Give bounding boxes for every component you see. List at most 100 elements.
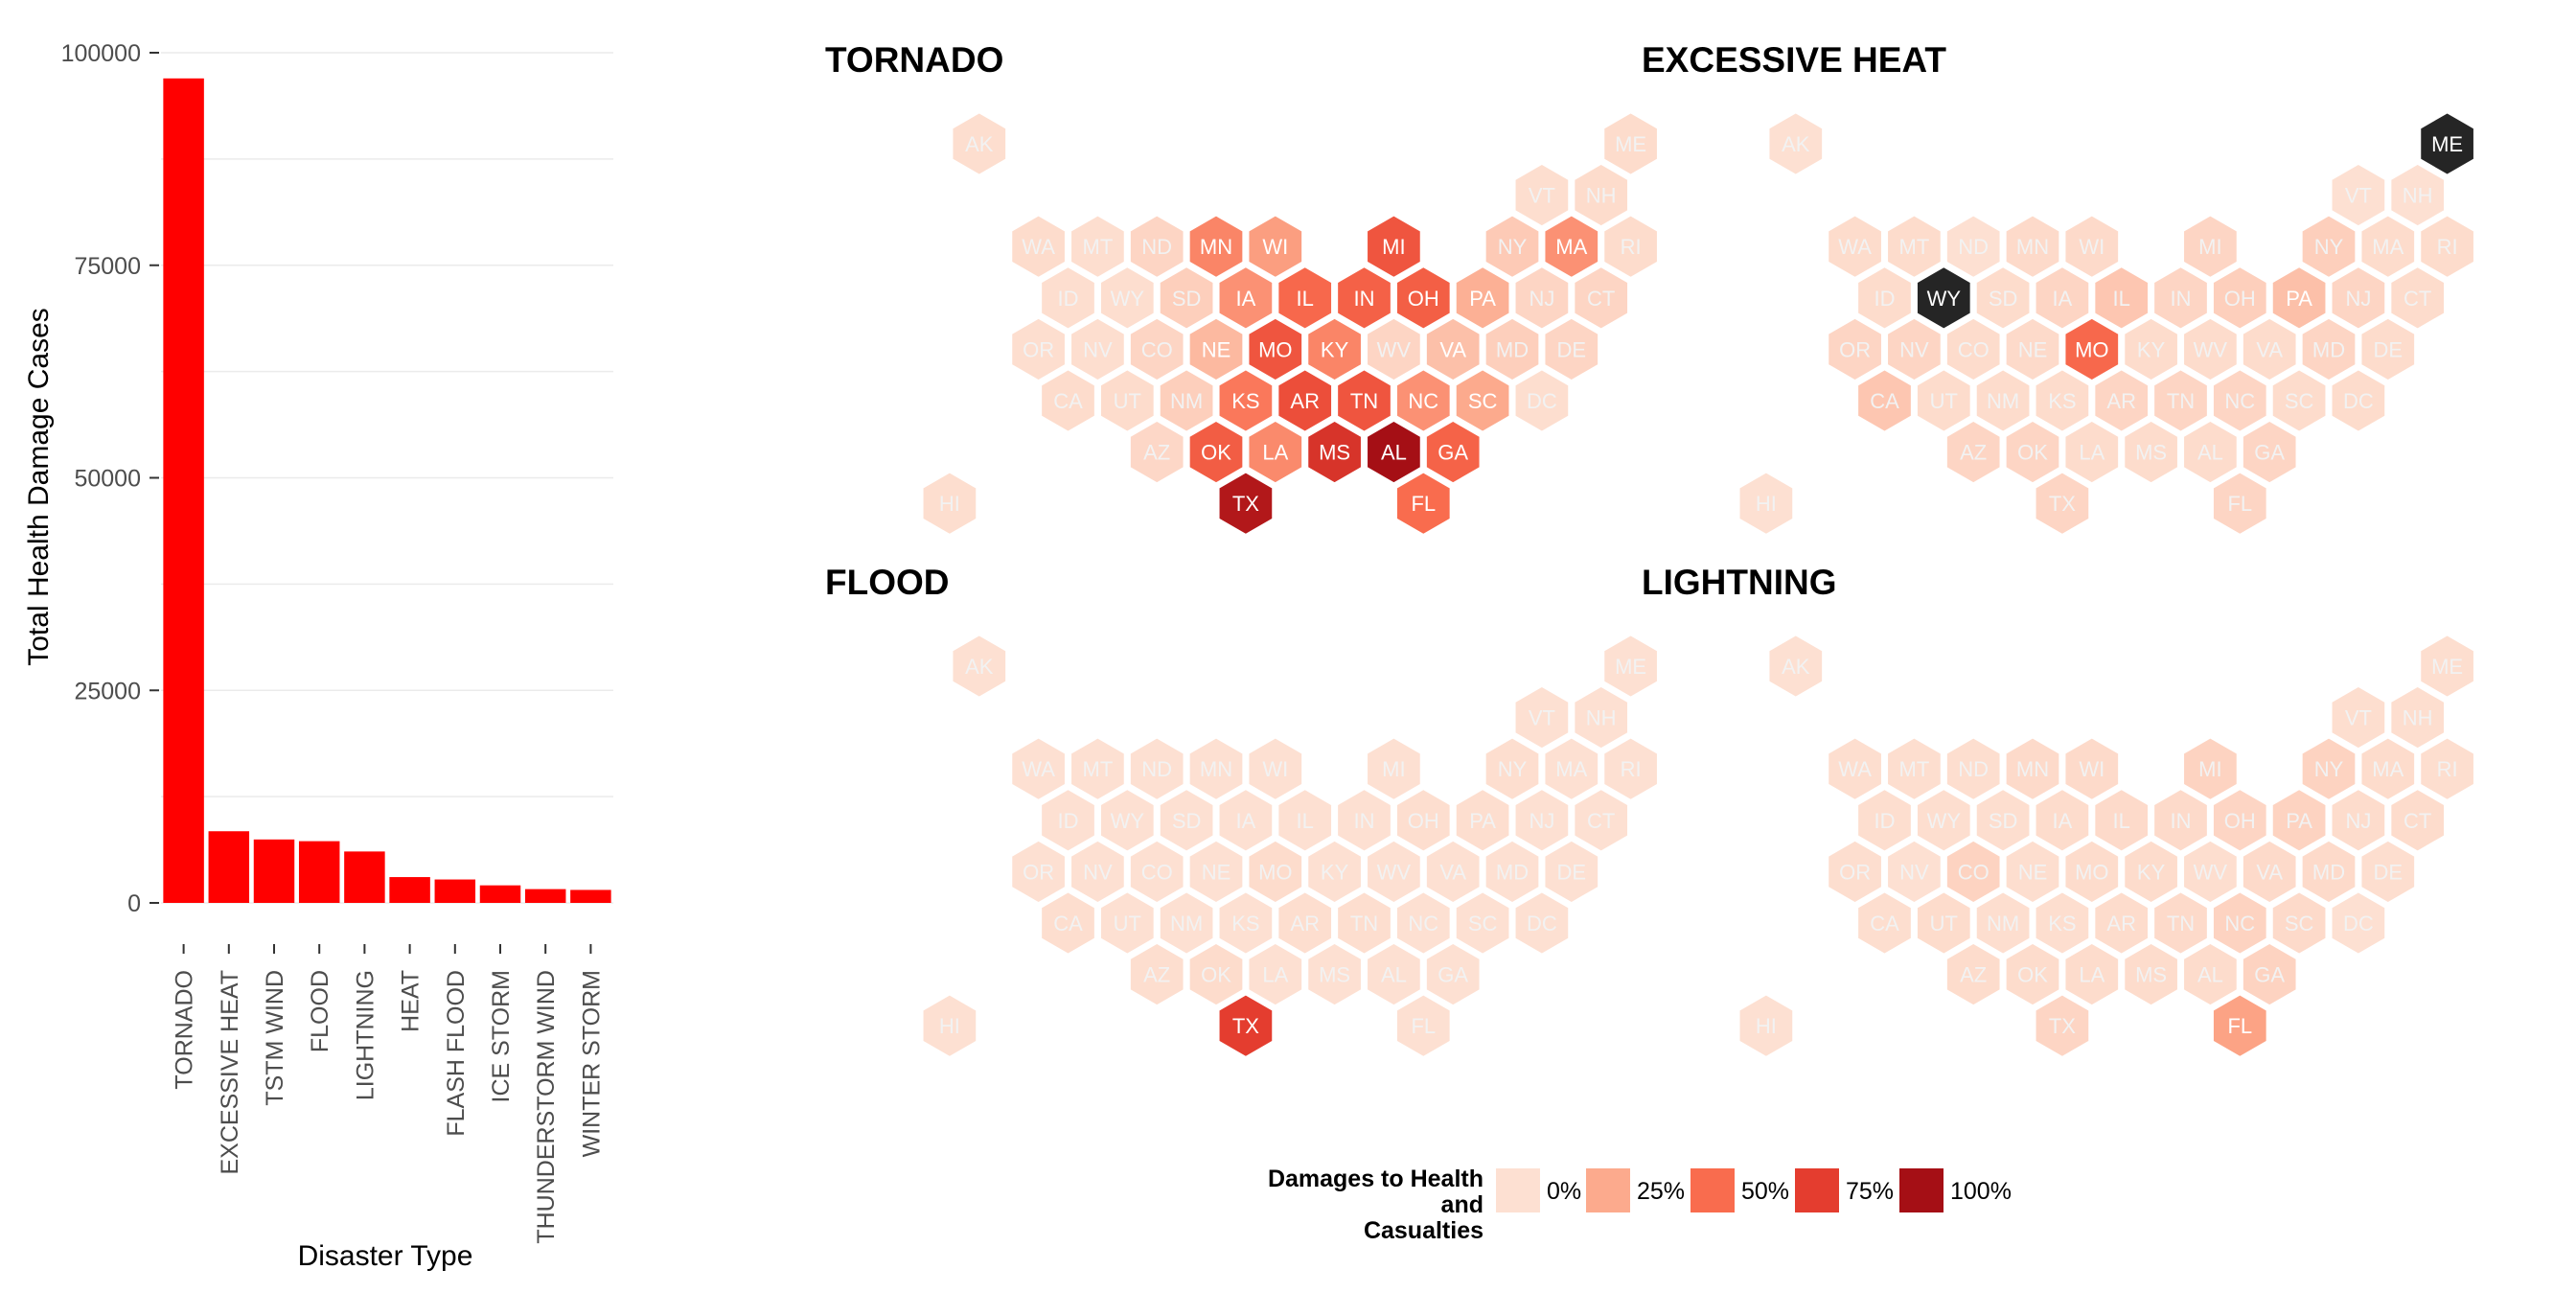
hex-shape <box>1305 941 1364 1008</box>
bar <box>298 841 340 903</box>
hex-label: HI <box>1756 1014 1777 1038</box>
hex-label: VT <box>1529 184 1555 208</box>
hex-shape <box>1128 419 1186 486</box>
hex-shape <box>1365 941 1423 1008</box>
hex-label: NH <box>1586 184 1617 208</box>
hex-label: NH <box>2403 184 2433 208</box>
hex-label: NY <box>2314 757 2344 781</box>
hex-ar: AR <box>1276 367 1334 434</box>
hex-label: NY <box>1498 235 1528 259</box>
hex-label: NM <box>1170 389 1203 413</box>
hex-nc: NC <box>1394 367 1453 434</box>
hex-ne: NE <box>1187 838 1245 905</box>
x-tick-label: THUNDERSTORM WIND <box>533 970 560 1244</box>
hex-label: NH <box>1586 706 1617 730</box>
hex-ma: MA <box>2358 735 2417 802</box>
hex-ct: CT <box>1572 265 1630 332</box>
hex-shape <box>2181 838 2240 905</box>
hex-shape <box>2388 162 2447 229</box>
hex-hi: HI <box>921 992 978 1059</box>
hex-label: AL <box>2197 441 2223 465</box>
hex-id: ID <box>1855 787 1914 854</box>
hex-label: AR <box>2106 912 2136 935</box>
hex-wy: WY <box>1098 265 1157 332</box>
hex-label: ID <box>1874 809 1896 833</box>
hex-pa: PA <box>1454 265 1511 332</box>
hex-fl: FL <box>2211 992 2269 1059</box>
hex-shape <box>1187 213 1245 280</box>
hex-shape <box>2034 787 2091 854</box>
hex-label: NM <box>1170 912 1203 935</box>
hex-label: IN <box>2171 287 2192 311</box>
hex-nd: ND <box>1128 735 1186 802</box>
hex-shape <box>1572 265 1630 332</box>
hex-shape <box>1276 367 1334 434</box>
hex-label: SD <box>1172 809 1202 833</box>
hex-shape <box>2062 735 2121 802</box>
hex-mo: MO <box>1246 315 1304 382</box>
hex-ma: MA <box>1542 735 1600 802</box>
hex-label: ND <box>1141 235 1172 259</box>
hex-wi: WI <box>1246 735 1304 802</box>
hex-label: IA <box>1236 287 1256 311</box>
hex-shape <box>1944 735 2003 802</box>
hex-co: CO <box>1128 838 1186 905</box>
hex-sd: SD <box>1158 265 1215 332</box>
hex-tn: TN <box>1335 367 1393 434</box>
hex-shape <box>2211 787 2269 854</box>
hex-me: ME <box>2418 110 2476 177</box>
y-tick-label: 75000 <box>74 253 141 280</box>
hex-label: CO <box>1958 860 1990 884</box>
hex-shape <box>1217 787 1275 854</box>
hex-shape <box>1335 787 1393 854</box>
hex-label: AZ <box>1143 963 1170 987</box>
hex-ms: MS <box>1305 941 1364 1008</box>
hex-ga: GA <box>2241 419 2299 486</box>
hex-ny: NY <box>1484 735 1541 802</box>
hex-label: MI <box>1382 757 1405 781</box>
hex-co: CO <box>1128 315 1186 382</box>
hex-vt: VT <box>2330 162 2387 229</box>
hex-ne: NE <box>2004 838 2061 905</box>
hex-shape <box>1542 213 1600 280</box>
hex-vt: VT <box>1513 684 1571 751</box>
hex-dc: DC <box>2330 889 2387 957</box>
hex-grid: AK ME VT NH WA MT ND MN WI MI NY MA RI ID WY SD IA IL IN OH… <box>1737 110 2476 537</box>
hex-la: LA <box>2062 941 2121 1008</box>
hex-shape <box>1513 265 1571 332</box>
hex-shape <box>2330 162 2387 229</box>
hex-shape <box>2181 735 2240 802</box>
hex-label: SC <box>1468 912 1498 935</box>
hex-label: MT <box>1083 235 1114 259</box>
hex-label: ID <box>1058 809 1079 833</box>
hex-label: OR <box>1023 337 1054 361</box>
legend-label: 75% <box>1846 1178 1894 1205</box>
hex-map-panels: TORNADO AK ME VT NH WA MT ND MN WI MI NY MA RI ID WY SD… <box>825 40 2476 1059</box>
hex-ar: AR <box>2092 889 2150 957</box>
hex-shape <box>1009 213 1068 280</box>
hex-ca: CA <box>1855 367 1914 434</box>
hex-nc: NC <box>2211 367 2269 434</box>
hex-tx: TX <box>2034 470 2091 537</box>
x-tick-label: TSTM WIND <box>262 970 288 1106</box>
hex-ny: NY <box>1484 213 1541 280</box>
hex-label: KS <box>2048 912 2076 935</box>
hex-label: WV <box>1377 860 1412 884</box>
hex-shape <box>1246 941 1304 1008</box>
hex-shape <box>2062 213 2121 280</box>
hex-label: MS <box>2135 963 2167 987</box>
hex-label: LA <box>1262 441 1288 465</box>
hex-shape <box>1246 735 1304 802</box>
hex-ut: UT <box>1915 889 1973 957</box>
hex-label: WY <box>1927 809 1962 833</box>
hex-ri: RI <box>1601 213 1660 280</box>
hex-shape <box>1335 265 1393 332</box>
hex-wy: WY <box>1915 787 1973 854</box>
hex-shape <box>2300 213 2358 280</box>
hex-shape <box>1944 315 2003 382</box>
hex-fl: FL <box>1394 992 1453 1059</box>
hex-shape <box>1454 265 1511 332</box>
hex-nm: NM <box>1158 367 1215 434</box>
hex-label: ND <box>1958 757 1989 781</box>
hex-label: DE <box>2374 337 2404 361</box>
